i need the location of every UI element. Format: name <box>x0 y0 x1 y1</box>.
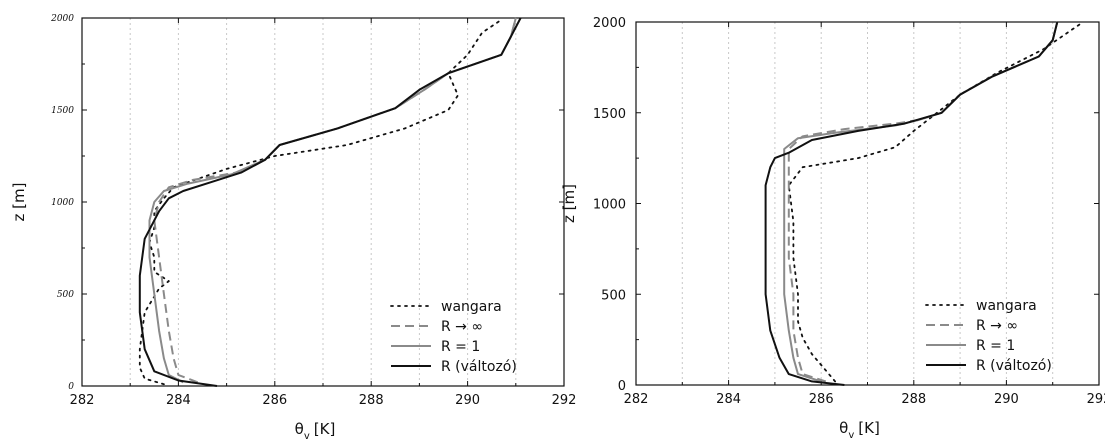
x-axis-symbol: θ <box>295 420 304 438</box>
series-line-4 <box>138 17 522 387</box>
plot-frame <box>635 21 1100 386</box>
series-line-1 <box>787 22 1082 383</box>
y-tick-label: 500 <box>601 288 626 303</box>
x-axis-subscript: v <box>304 431 310 442</box>
series-line-1 <box>138 18 503 386</box>
plot-frame <box>81 17 565 387</box>
series-line-4 <box>764 21 1059 386</box>
x-axis-label: θv [K] <box>295 420 336 442</box>
y-tick-label: 2000 <box>593 16 626 31</box>
x-tick-label: 288 <box>901 392 926 407</box>
series-line-2 <box>153 17 517 384</box>
x-tick-label: 292 <box>552 393 577 408</box>
y-axis-label: z [m] <box>560 184 578 223</box>
chart-panel-1: 282 284 286 288 290 292 0 500 1000 1500 2000 wangar… <box>10 14 576 442</box>
chart-panel-2: 282 284 286 288 290 292 0 500 1000 1500 2000 wangar… <box>560 16 1105 441</box>
x-axis-unit: [K] <box>858 419 880 437</box>
legend-label: R = 1 <box>441 339 480 355</box>
x-axis-symbol: θ <box>839 419 848 437</box>
legend-label: wangara <box>441 299 502 315</box>
legend-label: wangara <box>976 298 1037 314</box>
x-tick-label: 282 <box>70 393 95 408</box>
y-tick-label: 1500 <box>51 106 74 116</box>
y-tick-label: 0 <box>618 379 626 394</box>
y-tick-label: 500 <box>57 290 74 300</box>
y-tick-label: 1500 <box>593 107 626 122</box>
x-axis-label: θv [K] <box>839 419 880 441</box>
y-tick-label: 1000 <box>51 198 74 208</box>
x-tick-label: 282 <box>624 392 649 407</box>
x-axis-unit: [K] <box>314 420 336 438</box>
legend-label: R = 1 <box>976 338 1015 354</box>
x-tick-label: 286 <box>809 392 834 407</box>
y-tick-label: 1000 <box>593 198 626 213</box>
x-tick-label: 284 <box>166 393 191 408</box>
x-tick-label: 286 <box>262 393 287 408</box>
x-axis-subscript: v <box>848 430 854 441</box>
x-tick-label: 290 <box>994 392 1019 407</box>
y-tick-label: 0 <box>68 382 74 392</box>
legend-label: R → ∞ <box>976 318 1018 334</box>
x-tick-label: 288 <box>359 393 384 408</box>
y-tick-label: 2000 <box>50 14 74 24</box>
x-tick-label: 284 <box>716 392 741 407</box>
x-tick-label: 292 <box>1087 392 1105 407</box>
legend-label: R → ∞ <box>441 319 483 335</box>
legend-label: R (változó) <box>976 358 1052 374</box>
x-tick-label: 290 <box>455 393 480 408</box>
legend-label: R (változó) <box>441 359 517 375</box>
y-axis-label: z [m] <box>10 183 28 222</box>
series-line-2 <box>787 21 1059 383</box>
